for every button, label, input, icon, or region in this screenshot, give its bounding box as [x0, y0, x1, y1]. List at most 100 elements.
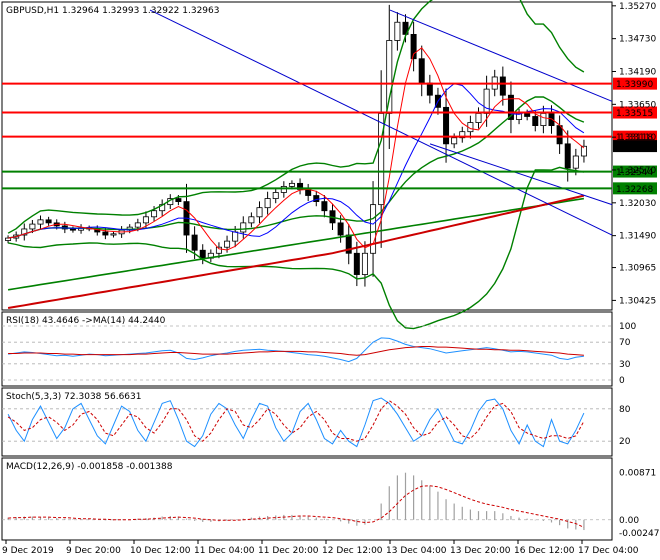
time-tick-label: 12 Dec 12:00	[322, 546, 383, 556]
rsi-panel[interactable]	[1, 311, 613, 387]
stoch-series-signal	[7, 400, 585, 442]
time-tick-label: 9 Dec 20:00	[66, 546, 121, 556]
candle-bull	[394, 21, 401, 41]
price-tick-label: 1.32030	[619, 199, 656, 209]
candle	[370, 181, 377, 277]
candle	[264, 191, 271, 215]
level-tag: 1.32544	[613, 165, 657, 178]
candle-bear	[418, 58, 425, 84]
candle-bear	[191, 234, 198, 251]
rsi-header: RSI(18) 43.4646 ->MA(14) 44.2440	[6, 316, 166, 326]
rsi-panel-frame	[1, 311, 613, 387]
candle-bull	[21, 228, 28, 236]
price-tick-label: 1.34730	[619, 35, 656, 45]
stoch-panel-frame	[1, 387, 613, 457]
level-tag-label: 1.32544	[616, 168, 653, 178]
time-tick-label: 11 Dec 04:00	[194, 546, 255, 556]
price-tick-label: 1.34190	[619, 67, 656, 77]
macd-panel-frame	[1, 457, 613, 541]
long-ma-line	[7, 197, 585, 291]
candle-bear	[410, 34, 417, 60]
candle	[280, 181, 287, 198]
candle-bull	[29, 223, 36, 230]
candle-bear	[443, 106, 450, 145]
stoch-panel[interactable]	[1, 387, 613, 457]
macd-signal-line	[8, 485, 585, 528]
trendline-upper	[149, 9, 613, 236]
candle	[21, 223, 28, 241]
price-panel-frame	[1, 1, 613, 311]
candle-bear	[297, 182, 304, 190]
candle	[410, 21, 417, 72]
candle	[507, 81, 514, 134]
candle-bull	[264, 198, 271, 209]
candle-bear	[175, 198, 182, 202]
bollinger-lower-line	[7, 166, 585, 330]
candle	[5, 235, 12, 244]
price-panel[interactable]	[1, 1, 613, 311]
candle	[443, 88, 450, 163]
macd-tick-label: 0.00	[619, 516, 639, 526]
trendline-channel-top	[389, 9, 613, 102]
candle-bull	[37, 219, 44, 225]
candle-bull	[386, 40, 393, 114]
candle-bull	[215, 246, 222, 254]
macd-tick-label: 0.00871	[619, 469, 656, 479]
bollinger-upper-line	[7, 0, 585, 234]
candle-bull	[370, 204, 377, 254]
time-tick-label: 16 Dec 12:00	[514, 546, 575, 556]
candle	[142, 211, 149, 229]
trendline-channel-bottom	[429, 143, 613, 206]
stoch-tick-label: 20	[619, 437, 631, 447]
candle	[564, 130, 571, 182]
candle	[240, 216, 247, 239]
macd-tick-label: -0.002479	[619, 529, 660, 539]
candle	[248, 212, 255, 228]
bollinger-middle-line	[7, 96, 585, 239]
candle-bull	[361, 252, 368, 275]
price-tick-label: 1.30425	[619, 296, 656, 306]
candle-bull	[580, 145, 587, 157]
price-tick-label: 1.30965	[619, 264, 656, 274]
candle-bull	[256, 207, 263, 218]
macd-layer	[2, 472, 612, 531]
price-layer	[2, 0, 613, 330]
level-tag-bg	[613, 182, 657, 195]
candle-bull	[572, 155, 579, 169]
level-tag-bg	[613, 130, 657, 143]
price-tick-label: 1.33650	[619, 100, 656, 110]
candle-bull	[110, 233, 117, 236]
current-price-tag: 1.32963	[613, 140, 657, 153]
candle-bear	[102, 231, 109, 236]
candle-bear	[45, 219, 52, 224]
candle-bear	[532, 116, 539, 127]
stoch-tick-label: 80	[619, 405, 631, 415]
ma-mid-line	[8, 83, 585, 239]
level-tag-label: 1.33515	[616, 109, 653, 119]
candle	[272, 187, 279, 204]
candle-bull	[378, 113, 385, 206]
ma-fast-line	[8, 47, 585, 251]
time-tick-label: 11 Dec 20:00	[258, 546, 319, 556]
level-tag-label: 1.32268	[616, 185, 653, 195]
candle	[37, 215, 44, 229]
level-tag-bg	[613, 106, 657, 119]
candle	[45, 216, 52, 226]
candle-bear	[199, 249, 206, 259]
current-price-bg	[613, 140, 657, 153]
rsi-layer	[2, 325, 612, 381]
candle-bull	[540, 113, 547, 127]
candle-bear	[524, 113, 531, 117]
candle-bear	[556, 125, 563, 145]
macd-panel[interactable]	[1, 457, 613, 541]
candle-bull	[451, 137, 458, 145]
candle	[215, 242, 222, 259]
candle-bull	[288, 182, 295, 187]
candle	[394, 12, 401, 51]
level-tag-bg	[613, 77, 657, 90]
time-tick-label: 10 Dec 12:00	[130, 546, 191, 556]
rsi-tick-label: 100	[619, 322, 636, 332]
candle	[297, 178, 304, 195]
time-tick-label: 13 Dec 04:00	[386, 546, 447, 556]
